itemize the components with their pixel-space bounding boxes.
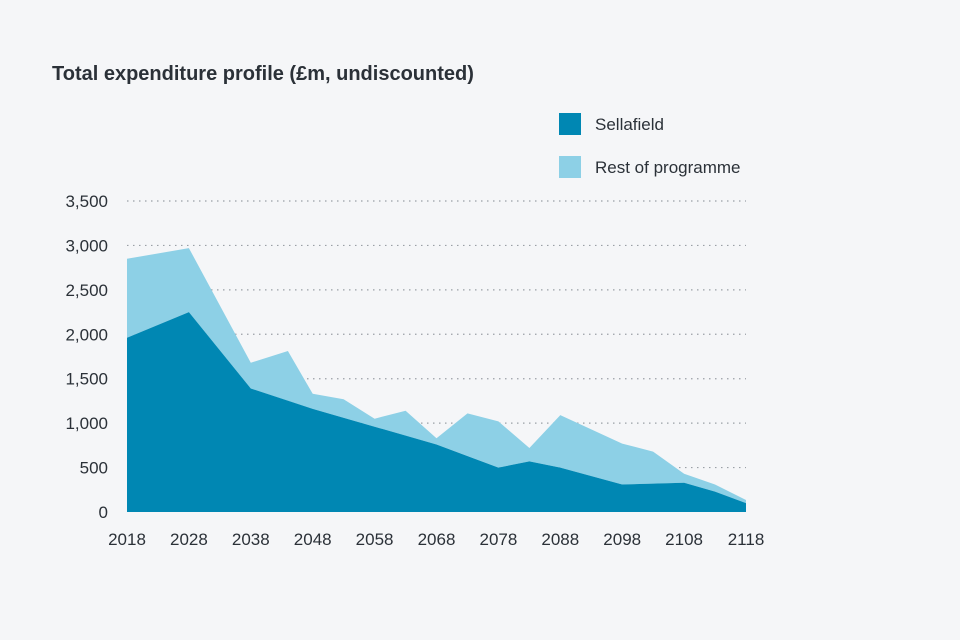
x-axis-ticks: 2018 2028 2038 2048 2058 2068 2078 2088 2098 2108… [108,530,764,549]
y-tick-label: 0 [99,503,108,522]
y-tick-label: 500 [80,459,108,478]
x-tick-label: 2068 [418,530,456,549]
y-tick-label: 3,000 [65,236,108,255]
y-tick-label: 2,000 [65,325,108,344]
legend-label: Rest of programme [595,158,741,177]
x-tick-label: 2018 [108,530,146,549]
x-tick-label: 2118 [728,530,765,549]
area-sellafield [127,312,746,512]
y-axis-ticks: 0 500 1,000 1,500 2,000 2,500 3,000 3,500 [65,192,108,522]
x-tick-label: 2088 [541,530,579,549]
legend: Sellafield Rest of programme [559,113,741,178]
y-tick-label: 3,500 [65,192,108,211]
area-rest-of-programme [127,248,746,504]
legend-swatch [559,113,581,135]
area-layer [127,248,746,512]
x-tick-label: 2058 [356,530,394,549]
x-tick-label: 2108 [665,530,703,549]
chart-title: Total expenditure profile (£m, undiscoun… [52,63,474,85]
x-tick-label: 2038 [232,530,270,549]
legend-swatch [559,156,581,178]
legend-label: Sellafield [595,115,664,134]
x-tick-label: 2028 [170,530,208,549]
x-tick-label: 2048 [294,530,332,549]
y-tick-label: 2,500 [65,281,108,300]
x-tick-label: 2078 [479,530,517,549]
x-tick-label: 2098 [603,530,641,549]
y-tick-label: 1,500 [65,370,108,389]
y-tick-label: 1,000 [65,414,108,433]
